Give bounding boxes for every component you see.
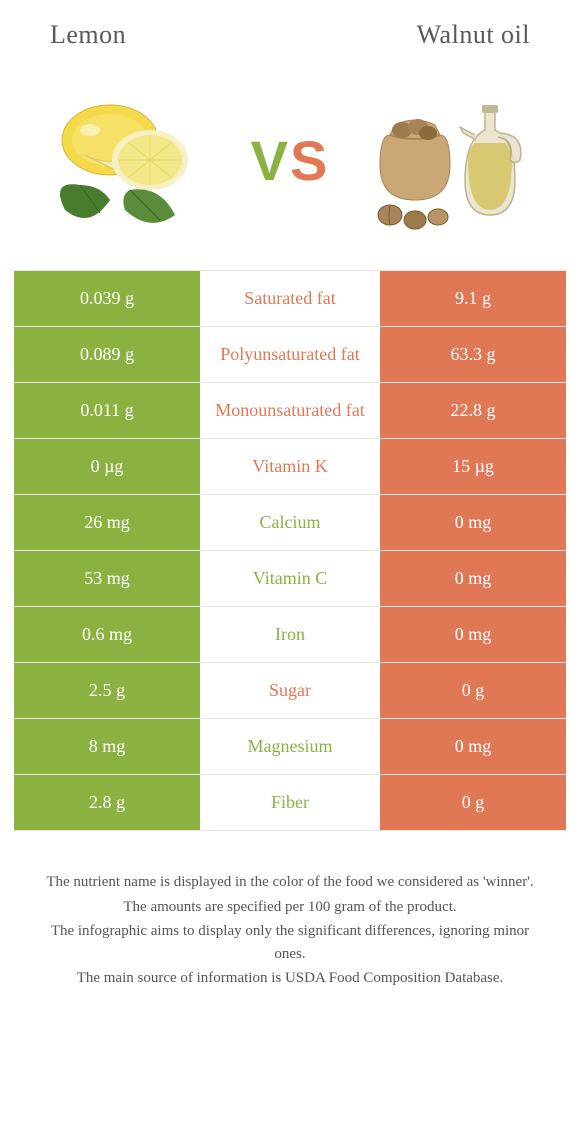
right-value: 0 mg: [380, 495, 566, 551]
walnut-oil-image: [350, 80, 550, 240]
right-value: 0 mg: [380, 719, 566, 775]
left-value: 26 mg: [14, 495, 200, 551]
right-value: 22.8 g: [380, 383, 566, 439]
vs-s: S: [290, 129, 329, 192]
nutrient-label: Polyunsaturated fat: [200, 327, 380, 383]
lemon-image: [30, 80, 230, 240]
left-value: 2.8 g: [14, 775, 200, 831]
footer-notes: The nutrient name is displayed in the co…: [0, 871, 580, 990]
nutrient-label: Sugar: [200, 663, 380, 719]
comparison-table: 0.039 gSaturated fat9.1 g0.089 gPolyunsa…: [14, 270, 566, 831]
nutrient-label: Vitamin K: [200, 439, 380, 495]
nutrient-label: Calcium: [200, 495, 380, 551]
table-row: 2.8 gFiber0 g: [14, 775, 566, 831]
nutrient-label: Vitamin C: [200, 551, 380, 607]
vs-v: V: [251, 129, 290, 192]
nutrient-label: Fiber: [200, 775, 380, 831]
right-value: 0 g: [380, 775, 566, 831]
footer-line: The infographic aims to display only the…: [35, 920, 545, 965]
vs-label: VS: [251, 128, 330, 193]
left-value: 8 mg: [14, 719, 200, 775]
table-row: 8 mgMagnesium0 mg: [14, 719, 566, 775]
images-row: VS: [0, 80, 580, 240]
left-value: 0 µg: [14, 439, 200, 495]
table-row: 0.089 gPolyunsaturated fat63.3 g: [14, 327, 566, 383]
table-row: 0 µgVitamin K15 µg: [14, 439, 566, 495]
header: Lemon Walnut oil: [0, 20, 580, 50]
left-value: 0.039 g: [14, 271, 200, 327]
table-row: 0.039 gSaturated fat9.1 g: [14, 271, 566, 327]
footer-line: The nutrient name is displayed in the co…: [35, 871, 545, 894]
table-row: 0.011 gMonounsaturated fat22.8 g: [14, 383, 566, 439]
right-value: 63.3 g: [380, 327, 566, 383]
left-food-title: Lemon: [50, 20, 126, 50]
left-value: 0.6 mg: [14, 607, 200, 663]
table-row: 2.5 gSugar0 g: [14, 663, 566, 719]
left-value: 2.5 g: [14, 663, 200, 719]
nutrient-label: Saturated fat: [200, 271, 380, 327]
right-value: 0 mg: [380, 551, 566, 607]
right-food-title: Walnut oil: [417, 20, 530, 50]
right-value: 9.1 g: [380, 271, 566, 327]
table-row: 0.6 mgIron0 mg: [14, 607, 566, 663]
footer-line: The main source of information is USDA F…: [35, 967, 545, 990]
nutrient-label: Magnesium: [200, 719, 380, 775]
right-value: 0 mg: [380, 607, 566, 663]
left-value: 0.011 g: [14, 383, 200, 439]
table-body: 0.039 gSaturated fat9.1 g0.089 gPolyunsa…: [14, 271, 566, 831]
table-row: 53 mgVitamin C0 mg: [14, 551, 566, 607]
left-value: 0.089 g: [14, 327, 200, 383]
right-value: 0 g: [380, 663, 566, 719]
left-value: 53 mg: [14, 551, 200, 607]
table-row: 26 mgCalcium0 mg: [14, 495, 566, 551]
nutrient-label: Iron: [200, 607, 380, 663]
footer-line: The amounts are specified per 100 gram o…: [35, 896, 545, 919]
right-value: 15 µg: [380, 439, 566, 495]
nutrient-label: Monounsaturated fat: [200, 383, 380, 439]
